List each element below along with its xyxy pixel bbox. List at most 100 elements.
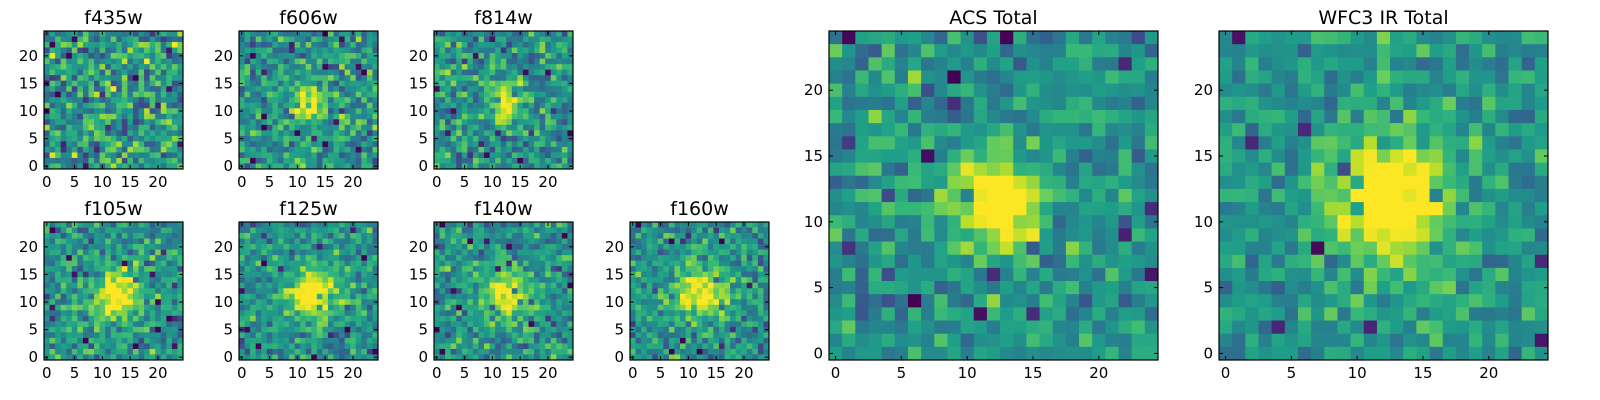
heatmap-cell xyxy=(344,299,351,306)
heatmap-cell xyxy=(467,310,474,317)
heatmap-cell xyxy=(110,64,117,71)
heatmap-cell xyxy=(110,255,117,262)
heatmap-cell xyxy=(1052,175,1067,190)
heatmap-cell xyxy=(121,321,128,328)
heatmap-cell xyxy=(478,310,485,317)
heatmap-cell xyxy=(467,119,474,126)
heatmap-cell xyxy=(138,102,145,109)
heatmap-cell xyxy=(567,321,574,328)
heatmap-cell xyxy=(82,64,89,71)
heatmap-cell xyxy=(567,157,574,164)
heatmap-cell xyxy=(506,113,513,120)
heatmap-cell xyxy=(630,310,636,317)
heatmap-cell xyxy=(1118,175,1133,190)
heatmap-cell xyxy=(528,108,535,115)
heatmap-cell xyxy=(484,69,490,76)
heatmap-cell xyxy=(561,271,568,278)
heatmap-cell xyxy=(261,348,268,355)
heatmap-cell xyxy=(522,277,529,284)
heatmap-cell xyxy=(261,157,268,164)
heatmap-cell xyxy=(261,119,268,126)
heatmap-cell xyxy=(322,119,329,126)
heatmap-cell xyxy=(973,70,988,85)
y-tick-label: 5 xyxy=(28,130,38,148)
heatmap-cell xyxy=(550,146,557,153)
heatmap-cell xyxy=(668,288,675,295)
heatmap-cell xyxy=(674,299,681,306)
heatmap-cell xyxy=(266,108,273,115)
heatmap-cell xyxy=(746,321,753,328)
heatmap-cell xyxy=(121,271,128,278)
heatmap-cell xyxy=(484,260,490,267)
heatmap-cell xyxy=(500,321,507,328)
heatmap-cell xyxy=(522,249,529,256)
heatmap-cell xyxy=(556,75,563,82)
heatmap-cell xyxy=(696,310,703,317)
heatmap-cell xyxy=(730,343,737,350)
heatmap-cell xyxy=(757,238,764,245)
heatmap-cell xyxy=(702,310,709,317)
heatmap-cell xyxy=(316,299,323,306)
heatmap-cell xyxy=(277,244,284,250)
heatmap-cell xyxy=(160,293,167,300)
heatmap-cell xyxy=(456,233,463,239)
heatmap-cell xyxy=(316,113,323,120)
heatmap-cell xyxy=(1000,57,1014,71)
heatmap-cell xyxy=(305,249,312,256)
heatmap-cell xyxy=(49,282,56,289)
heatmap-cell xyxy=(456,348,463,355)
heatmap-cell xyxy=(366,282,373,289)
heatmap-cell xyxy=(294,244,301,250)
heatmap-cell xyxy=(55,36,62,43)
heatmap-cell xyxy=(44,97,50,104)
heatmap-cell xyxy=(327,249,334,256)
heatmap-cell xyxy=(567,36,574,43)
heatmap-cell xyxy=(707,348,714,355)
heatmap-cell xyxy=(155,321,162,328)
heatmap-cell xyxy=(99,315,106,322)
heatmap-cell xyxy=(316,233,323,239)
heatmap-cell xyxy=(539,42,546,48)
heatmap-cell xyxy=(450,47,457,54)
heatmap-cell xyxy=(171,135,178,142)
heatmap-cell xyxy=(450,141,457,148)
heatmap-cell xyxy=(322,108,329,115)
heatmap-cell xyxy=(517,86,524,93)
heatmap-cell xyxy=(730,310,737,317)
heatmap-cell xyxy=(735,222,742,228)
heatmap-cell xyxy=(99,75,106,82)
heatmap-cell xyxy=(467,42,474,48)
heatmap-cell xyxy=(506,227,513,234)
heatmap-cell xyxy=(445,53,452,59)
heatmap-cell xyxy=(289,91,295,98)
heatmap-cell xyxy=(680,244,686,250)
heatmap-cell xyxy=(652,321,659,328)
heatmap-cell xyxy=(735,304,742,311)
heatmap-cell xyxy=(311,249,318,256)
heatmap-cell xyxy=(478,124,485,131)
heatmap-cell xyxy=(489,315,496,322)
heatmap-cell xyxy=(646,299,653,306)
heatmap-cell xyxy=(361,266,368,273)
heatmap-cell xyxy=(77,42,84,48)
y-tick-label: 20 xyxy=(19,238,38,256)
heatmap-cell xyxy=(500,135,507,142)
heatmap-cell xyxy=(445,255,452,262)
heatmap-cell xyxy=(88,146,95,153)
heatmap-cell xyxy=(339,260,346,267)
heatmap-cell xyxy=(1144,31,1159,45)
heatmap-cell xyxy=(60,288,67,295)
heatmap-cell xyxy=(300,277,307,284)
heatmap-cell xyxy=(94,233,100,239)
heatmap-cell xyxy=(472,124,479,131)
heatmap-cell xyxy=(724,332,731,339)
heatmap-cell xyxy=(445,244,452,250)
heatmap-cell xyxy=(467,102,474,109)
heatmap-cell xyxy=(372,332,379,339)
heatmap-cell xyxy=(333,146,340,153)
heatmap-cell xyxy=(339,108,346,115)
heatmap-cell xyxy=(116,255,123,262)
heatmap-cell xyxy=(434,277,440,284)
heatmap-cell xyxy=(99,288,106,295)
heatmap-cell xyxy=(467,304,474,311)
